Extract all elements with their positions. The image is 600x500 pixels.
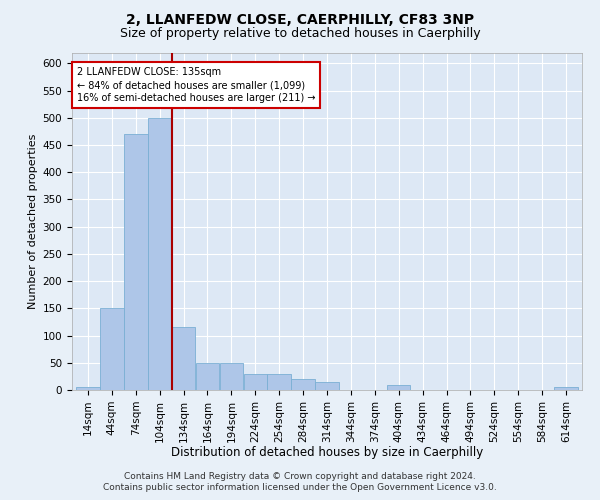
Text: Size of property relative to detached houses in Caerphilly: Size of property relative to detached ho… [119, 28, 481, 40]
Bar [315, 382, 339, 390]
Bar [387, 384, 410, 390]
X-axis label: Distribution of detached houses by size in Caerphilly: Distribution of detached houses by size … [171, 446, 483, 459]
Bar [220, 363, 243, 390]
Bar [244, 374, 267, 390]
Text: 2, LLANFEDW CLOSE, CAERPHILLY, CF83 3NP: 2, LLANFEDW CLOSE, CAERPHILLY, CF83 3NP [126, 12, 474, 26]
Bar [292, 379, 315, 390]
Bar [554, 388, 578, 390]
Bar [124, 134, 148, 390]
Y-axis label: Number of detached properties: Number of detached properties [28, 134, 38, 309]
Text: Contains HM Land Registry data © Crown copyright and database right 2024.
Contai: Contains HM Land Registry data © Crown c… [103, 472, 497, 492]
Bar [196, 363, 219, 390]
Bar [172, 328, 196, 390]
Bar [100, 308, 124, 390]
Text: 2 LLANFEDW CLOSE: 135sqm
← 84% of detached houses are smaller (1,099)
16% of sem: 2 LLANFEDW CLOSE: 135sqm ← 84% of detach… [77, 67, 315, 104]
Bar [268, 374, 291, 390]
Bar [76, 388, 100, 390]
Bar [148, 118, 172, 390]
